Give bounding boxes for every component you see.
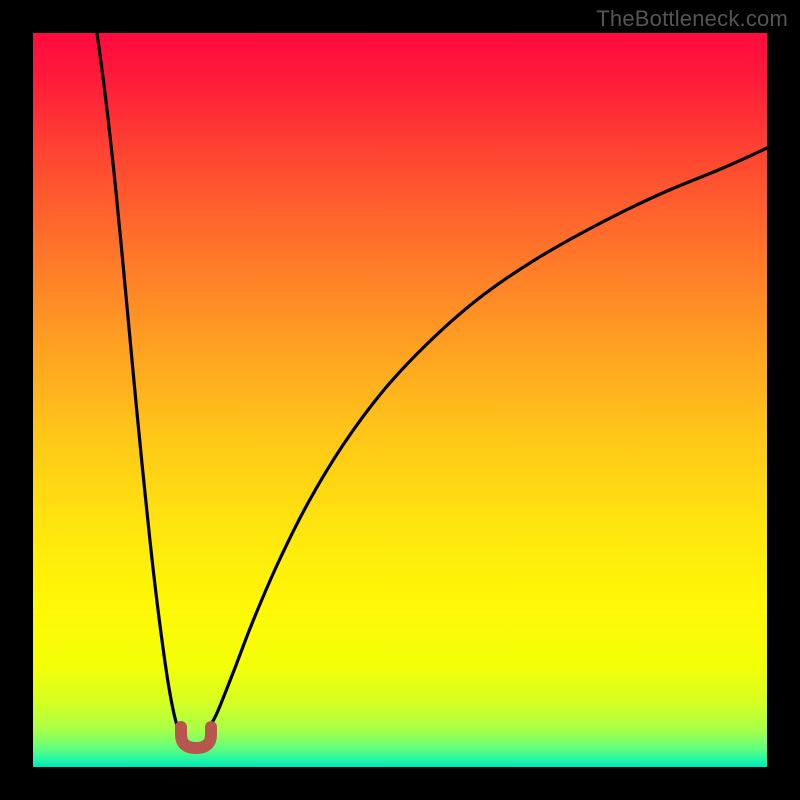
- plot-svg: [33, 33, 767, 767]
- watermark-text: TheBottleneck.com: [596, 6, 788, 32]
- gradient-background: [33, 33, 767, 767]
- chart-frame: TheBottleneck.com: [0, 0, 800, 800]
- bottleneck-plot: [33, 33, 767, 767]
